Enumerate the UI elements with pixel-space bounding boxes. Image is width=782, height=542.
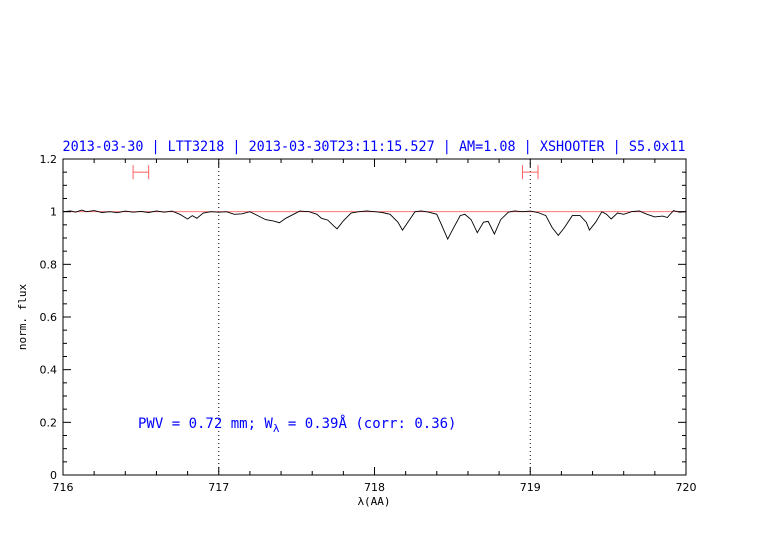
- y-tick-labels: 0 0.2 0.4 0.6 0.8 1 1.2: [40, 153, 58, 482]
- x-tick-label: 718: [364, 481, 385, 494]
- annotation-prefix: PWV = 0.72 mm; W: [138, 416, 273, 432]
- y-axis-label: norm. flux: [16, 284, 29, 351]
- plot-frame: [62, 158, 687, 476]
- y-tick-label: 0.2: [40, 416, 58, 429]
- axis-ticks: [62, 158, 687, 476]
- pwv-annotation: PWV = 0.72 mm; Wλ = 0.39Å (corr: 0.36): [138, 415, 457, 435]
- annotation-suffix: = 0.39Å (corr: 0.36): [279, 415, 456, 432]
- y-tick-label: 0: [50, 469, 57, 482]
- annotation-subscript: λ: [273, 422, 280, 435]
- y-tick-label: 1: [50, 206, 57, 219]
- y-tick-label: 0.4: [40, 364, 58, 377]
- x-tick-label: 717: [208, 481, 229, 494]
- x-axis-label: λ(AA): [357, 495, 390, 508]
- chart-title: 2013-03-30 | LTT3218 | 2013-03-30T23:11:…: [63, 139, 686, 155]
- y-tick-label: 0.6: [40, 311, 58, 324]
- x-tick-labels: 716 717 718 719 720: [53, 481, 697, 494]
- x-tick-label: 716: [53, 481, 74, 494]
- series-group: [62, 209, 687, 241]
- reference-line-group: [63, 165, 686, 213]
- x-tick-label: 720: [676, 481, 697, 494]
- y-tick-label: 0.8: [40, 258, 58, 271]
- spectrum-line: [62, 209, 687, 241]
- x-tick-label: 719: [520, 481, 541, 494]
- y-tick-label: 1.2: [40, 153, 58, 166]
